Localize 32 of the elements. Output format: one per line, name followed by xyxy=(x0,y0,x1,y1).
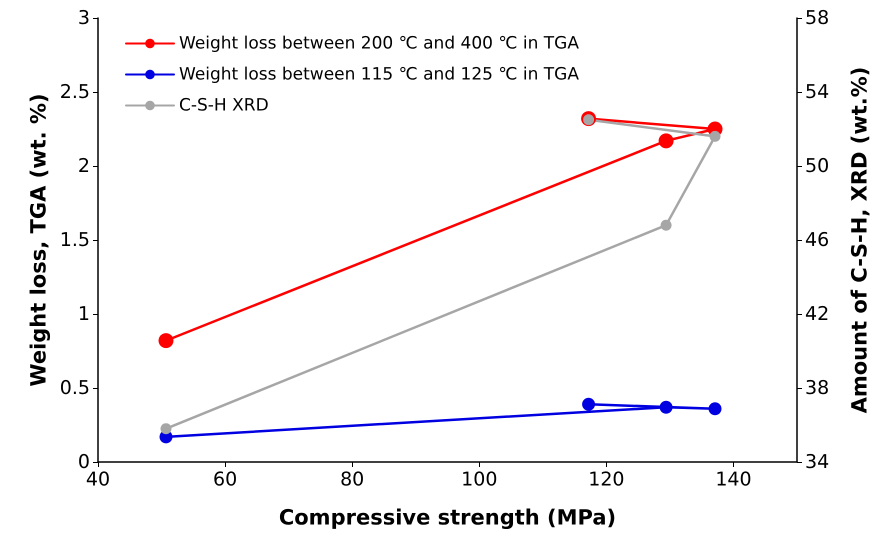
point xyxy=(710,130,721,142)
legend-label: Weight loss between 115 ℃ and 125 ℃ in TGA xyxy=(179,64,580,84)
y2-tick-label: 38 xyxy=(805,377,830,399)
point xyxy=(660,220,672,231)
y-tick-label: 3 xyxy=(78,7,90,29)
y2-tick-label: 34 xyxy=(805,451,830,473)
y-tick-label: 1 xyxy=(78,303,90,325)
y2-tick-label: 58 xyxy=(805,7,830,29)
x-tick-label: 120 xyxy=(588,468,624,490)
point xyxy=(708,402,722,416)
y-tick-label: 1.5 xyxy=(60,229,90,251)
y-tick-label: 2.5 xyxy=(60,81,90,103)
point xyxy=(660,400,673,414)
y2-tick-label: 50 xyxy=(805,155,830,177)
y2-tick-label: 42 xyxy=(805,303,830,325)
y-tick-label: 2 xyxy=(78,155,90,177)
x-tick-label: 80 xyxy=(340,468,364,490)
legend-label: Weight loss between 200 ℃ and 400 ℃ in TGA xyxy=(179,34,580,54)
x-tick-label: 100 xyxy=(461,468,498,490)
y2-tick-label: 46 xyxy=(805,229,830,251)
y-tick-label: 0.5 xyxy=(60,377,90,399)
x-tick-label: 60 xyxy=(212,468,238,490)
y2-axis-title: Amount of C-S-H, XRD (wt.%) xyxy=(848,66,872,414)
x-tick-label: 140 xyxy=(715,468,752,490)
point xyxy=(658,133,674,148)
y2-tick-label: 54 xyxy=(805,81,830,103)
x-axis-title: Compressive strength (MPa) xyxy=(278,506,616,530)
point xyxy=(582,398,596,411)
point xyxy=(160,423,172,434)
legend-label: C-S-H XRD xyxy=(179,96,269,116)
point xyxy=(158,333,174,348)
y-axis-title: Weight loss, TGA (wt. %) xyxy=(26,93,50,387)
